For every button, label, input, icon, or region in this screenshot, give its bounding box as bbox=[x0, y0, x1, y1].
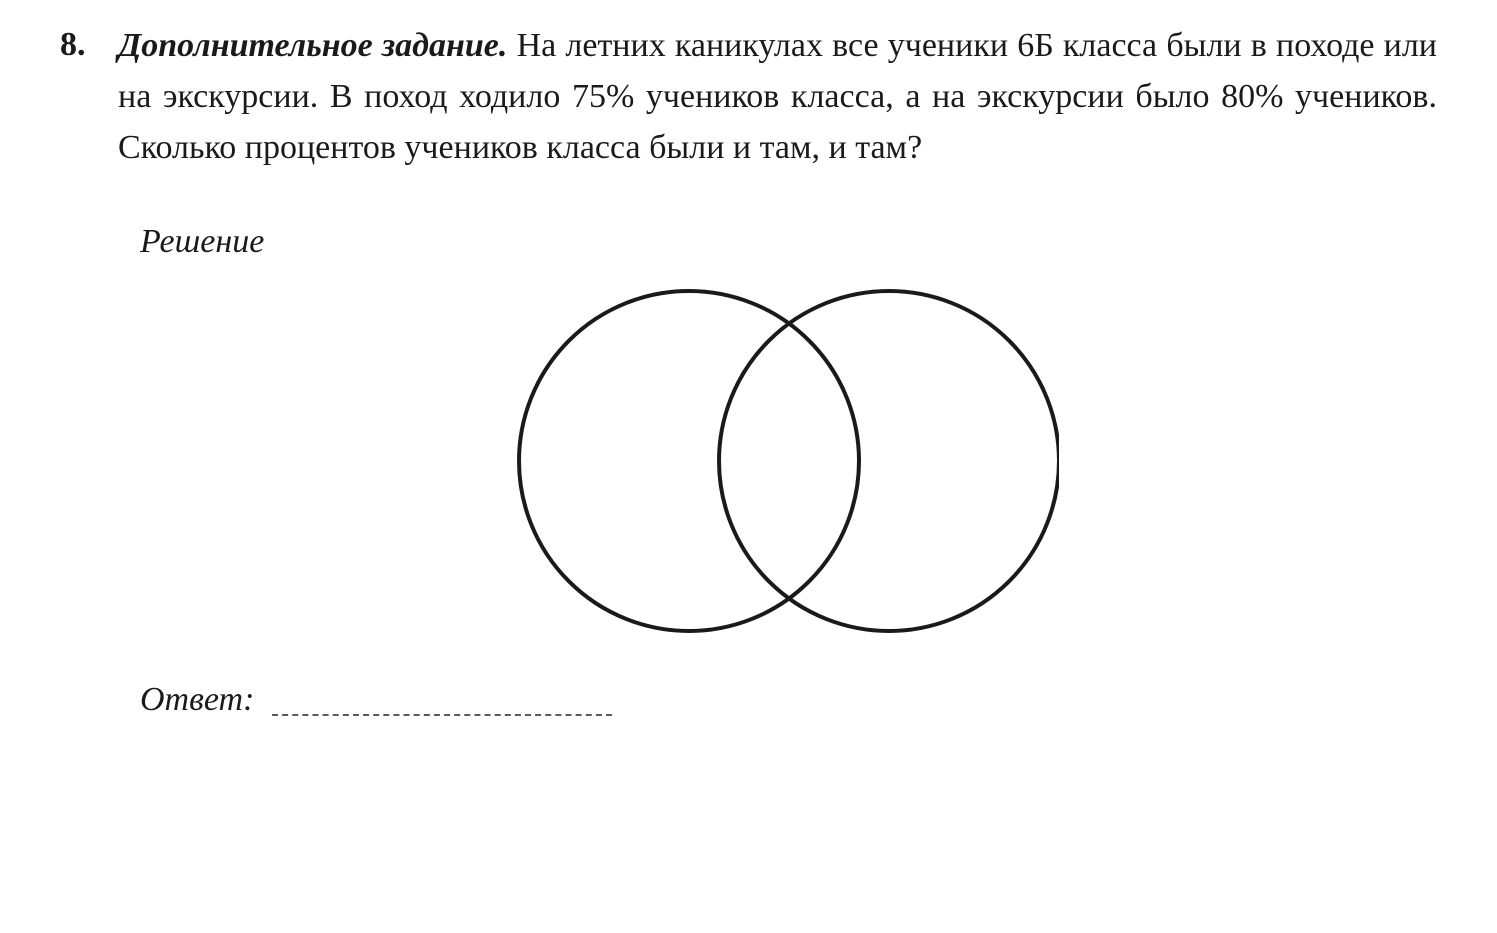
venn-circle-right bbox=[719, 291, 1059, 631]
venn-diagram-container bbox=[60, 271, 1437, 651]
answer-blank-line bbox=[272, 714, 612, 716]
venn-circle-left bbox=[519, 291, 859, 631]
problem-lead-in: Дополнительное задание. bbox=[118, 27, 507, 64]
solution-label: Решение bbox=[140, 223, 1437, 261]
answer-row: Ответ: bbox=[140, 681, 1437, 719]
problem-number: 8. bbox=[60, 20, 100, 69]
page: 8. Дополнительное задание. На летних кан… bbox=[0, 0, 1497, 739]
venn-diagram bbox=[439, 271, 1059, 651]
problem-block: 8. Дополнительное задание. На летних кан… bbox=[60, 20, 1437, 173]
problem-text: Дополнительное задание. На летних канику… bbox=[118, 20, 1437, 173]
answer-label: Ответ: bbox=[140, 681, 254, 719]
